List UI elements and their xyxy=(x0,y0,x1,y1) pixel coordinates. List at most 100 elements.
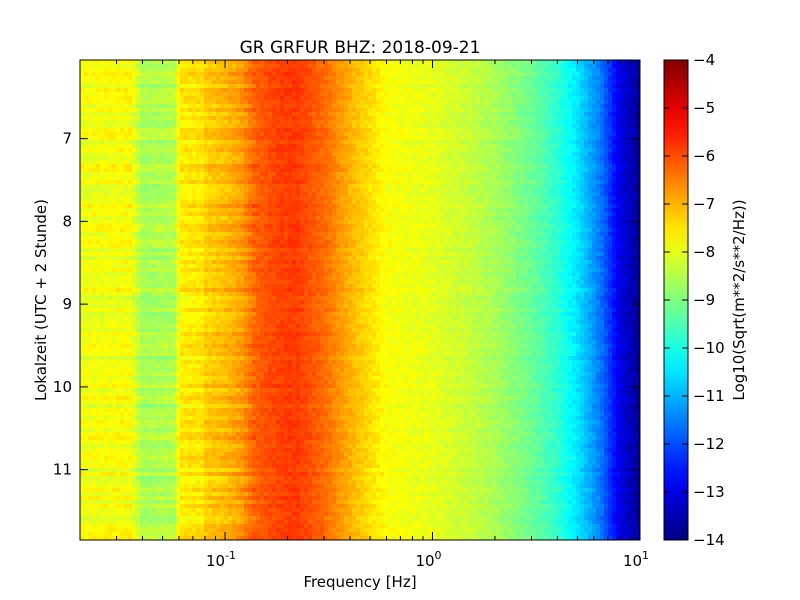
heatmap-cell xyxy=(92,216,97,221)
heatmap-cell xyxy=(144,300,149,305)
heatmap-cell xyxy=(236,148,241,153)
heatmap-cell xyxy=(112,108,117,113)
heatmap-cell xyxy=(192,220,197,225)
heatmap-cell xyxy=(168,340,173,345)
heatmap-cell xyxy=(140,524,145,529)
heatmap-cell xyxy=(96,132,101,137)
heatmap-cell xyxy=(188,276,193,281)
heatmap-cell xyxy=(236,352,241,357)
heatmap-cell xyxy=(192,340,197,345)
heatmap-cell xyxy=(100,456,105,461)
heatmap-cell xyxy=(236,84,241,89)
heatmap-cell xyxy=(136,312,141,317)
heatmap-cell xyxy=(196,392,201,397)
heatmap-cell xyxy=(132,428,137,433)
heatmap-cell xyxy=(104,312,109,317)
heatmap-cell xyxy=(236,508,241,513)
heatmap-cell xyxy=(104,316,109,321)
heatmap-cell xyxy=(224,112,229,117)
heatmap-cell xyxy=(228,528,233,533)
heatmap-cell xyxy=(208,136,213,141)
heatmap-cell xyxy=(184,472,189,477)
heatmap-cell xyxy=(104,400,109,405)
heatmap-cell xyxy=(200,292,205,297)
heatmap-cell xyxy=(196,92,201,97)
heatmap-cell xyxy=(176,516,181,521)
heatmap-cell xyxy=(200,76,205,81)
heatmap-cell xyxy=(188,120,193,125)
heatmap-cell xyxy=(176,152,181,157)
heatmap-cell xyxy=(176,436,181,441)
heatmap-cell xyxy=(172,256,177,261)
heatmap-cell xyxy=(164,304,169,309)
heatmap-cell xyxy=(116,468,121,473)
heatmap-cell xyxy=(148,400,153,405)
heatmap-cell xyxy=(156,328,161,333)
heatmap-cell xyxy=(212,292,217,297)
heatmap-cell xyxy=(204,96,209,101)
heatmap-cell xyxy=(244,304,249,309)
heatmap-cell xyxy=(116,504,121,509)
heatmap-cell xyxy=(228,148,233,153)
heatmap-cell xyxy=(180,60,185,65)
heatmap-cell xyxy=(160,384,165,389)
heatmap-cell xyxy=(116,300,121,305)
heatmap-cell xyxy=(232,288,237,293)
heatmap-cell xyxy=(240,104,245,109)
heatmap-cell xyxy=(84,272,89,277)
heatmap-cell xyxy=(184,212,189,217)
heatmap-cell xyxy=(180,524,185,529)
heatmap-cell xyxy=(116,192,121,197)
heatmap-cell xyxy=(80,396,85,401)
heatmap-cell xyxy=(88,184,93,189)
heatmap-cell xyxy=(184,376,189,381)
heatmap-cell xyxy=(160,324,165,329)
heatmap-cell xyxy=(224,316,229,321)
heatmap-cell xyxy=(140,140,145,145)
heatmap-cell xyxy=(240,284,245,289)
heatmap-cell xyxy=(112,180,117,185)
heatmap-cell xyxy=(140,112,145,117)
heatmap-cell xyxy=(176,520,181,525)
heatmap-cell xyxy=(204,248,209,253)
heatmap-cell xyxy=(240,60,245,65)
heatmap-cell xyxy=(100,244,105,249)
heatmap-cell xyxy=(244,300,249,305)
heatmap-cell xyxy=(192,96,197,101)
heatmap-cell xyxy=(176,388,181,393)
heatmap-cell xyxy=(100,232,105,237)
heatmap-cell xyxy=(92,444,97,449)
heatmap-cell xyxy=(84,448,89,453)
heatmap-cell xyxy=(104,328,109,333)
heatmap-cell xyxy=(196,504,201,509)
heatmap-cell xyxy=(184,188,189,193)
heatmap-cell xyxy=(144,468,149,473)
heatmap-cell xyxy=(116,196,121,201)
heatmap-cell xyxy=(84,516,89,521)
heatmap-cell xyxy=(236,104,241,109)
heatmap-cell xyxy=(240,336,245,341)
heatmap-cell xyxy=(236,136,241,141)
heatmap-cell xyxy=(176,168,181,173)
heatmap-cell xyxy=(148,460,153,465)
heatmap-cell xyxy=(172,352,177,357)
heatmap-cell xyxy=(192,432,197,437)
heatmap-cell xyxy=(88,264,93,269)
heatmap-cell xyxy=(212,524,217,529)
heatmap-cell xyxy=(204,372,209,377)
heatmap-cell xyxy=(200,396,205,401)
heatmap-cell xyxy=(168,416,173,421)
heatmap-cell xyxy=(228,140,233,145)
heatmap-cell xyxy=(104,244,109,249)
heatmap-cell xyxy=(164,512,169,517)
heatmap-cell xyxy=(84,124,89,129)
heatmap-cell xyxy=(100,200,105,205)
heatmap-cell xyxy=(100,220,105,225)
heatmap-cell xyxy=(196,160,201,165)
heatmap-cell xyxy=(164,496,169,501)
heatmap-cell xyxy=(216,220,221,225)
heatmap-cell xyxy=(160,156,165,161)
heatmap-cell xyxy=(92,88,97,93)
heatmap-cell xyxy=(232,268,237,273)
heatmap-cell xyxy=(148,216,153,221)
